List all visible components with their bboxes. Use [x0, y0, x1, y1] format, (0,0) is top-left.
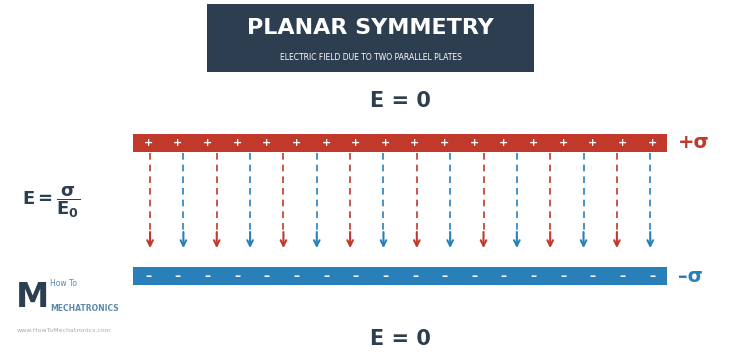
Text: +: +	[440, 138, 449, 148]
Bar	[133, 134, 667, 152]
Bar	[207, 4, 534, 72]
Text: –: –	[175, 270, 181, 283]
Text: +: +	[262, 138, 271, 148]
Text: +σ: +σ	[678, 133, 710, 152]
Text: –: –	[412, 270, 418, 283]
Text: –: –	[205, 270, 210, 283]
Text: +: +	[173, 138, 182, 148]
Text: E = 0: E = 0	[370, 91, 431, 111]
Text: –: –	[382, 270, 388, 283]
Text: +: +	[203, 138, 212, 148]
Text: +: +	[559, 138, 568, 148]
Text: –: –	[531, 270, 536, 283]
Text: +: +	[588, 138, 597, 148]
Text: –: –	[234, 270, 240, 283]
Text: –σ: –σ	[678, 267, 703, 286]
Text: –: –	[501, 270, 507, 283]
Text: +: +	[351, 138, 360, 148]
Text: ELECTRIC FIELD DUE TO TWO PARALLEL PLATES: ELECTRIC FIELD DUE TO TWO PARALLEL PLATE…	[279, 53, 462, 62]
Text: –: –	[649, 270, 655, 283]
Text: www.HowToMechatronics.com: www.HowToMechatronics.com	[16, 328, 111, 333]
Text: +: +	[529, 138, 538, 148]
Text: +: +	[411, 138, 419, 148]
Text: +: +	[499, 138, 508, 148]
Text: +: +	[381, 138, 390, 148]
Text: –: –	[145, 270, 151, 283]
Text: E = 0: E = 0	[370, 329, 431, 349]
Text: $\mathbf{E = \dfrac{\sigma}{E_0}}$: $\mathbf{E = \dfrac{\sigma}{E_0}}$	[22, 184, 80, 220]
Text: +: +	[233, 138, 242, 148]
Text: –: –	[619, 270, 625, 283]
Text: +: +	[470, 138, 479, 148]
Text: +: +	[322, 138, 330, 148]
Text: –: –	[442, 270, 448, 283]
Text: –: –	[323, 270, 329, 283]
Bar	[133, 267, 667, 285]
Text: –: –	[471, 270, 477, 283]
Text: –: –	[590, 270, 596, 283]
Text: +: +	[618, 138, 627, 148]
Text: MECHATRONICS: MECHATRONICS	[50, 304, 119, 313]
Text: –: –	[560, 270, 566, 283]
Text: +: +	[648, 138, 657, 148]
Text: PLANAR SYMMETRY: PLANAR SYMMETRY	[247, 18, 494, 38]
Text: +: +	[144, 138, 153, 148]
Text: M: M	[16, 281, 50, 314]
Text: How To: How To	[50, 279, 77, 288]
Text: –: –	[293, 270, 299, 283]
Text: –: –	[353, 270, 359, 283]
Text: +: +	[292, 138, 301, 148]
Text: –: –	[264, 270, 270, 283]
